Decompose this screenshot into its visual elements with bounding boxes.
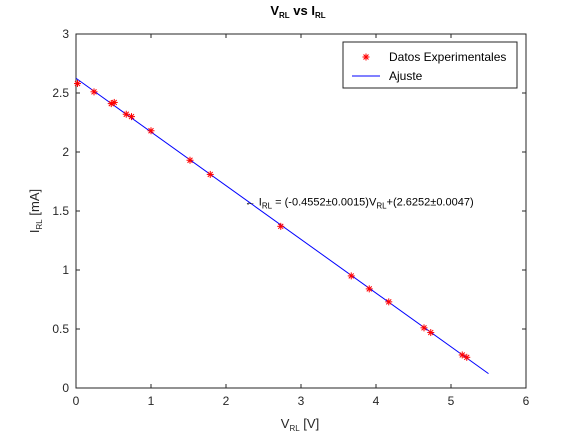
y-axis-label: IRL [mA]: [27, 189, 44, 233]
y-tick-label: 1.5: [52, 204, 69, 218]
chart-title: VRL vs IRL: [270, 3, 325, 20]
data-point: [110, 98, 118, 106]
legend-box: [342, 41, 518, 89]
data-point: [128, 113, 135, 121]
data-point: [277, 222, 285, 230]
legend-label-fit: Ajuste: [389, 69, 423, 83]
y-tick-label: 2: [62, 145, 69, 159]
data-point: [206, 170, 214, 178]
y-tick-label: 0: [62, 381, 69, 395]
data-point: [186, 156, 194, 164]
x-tick-label: 3: [298, 394, 305, 408]
data-point: [365, 285, 373, 293]
legend-asterisk: [362, 53, 370, 61]
data-point: [427, 329, 435, 337]
fit-equation-annotation: ← IRL = (-0.4552±0.0015)VRL+(2.6252±0.00…: [245, 197, 474, 211]
x-tick-label: 6: [523, 394, 530, 408]
x-tick-label: 4: [373, 394, 380, 408]
axis-tick-labels: 0 1 2 3 4 5 6 0 0.5 1 1.5 2 2.5 3: [52, 27, 529, 408]
x-axis-label: VRL [V]: [281, 416, 319, 433]
data-point: [347, 272, 355, 280]
y-tick-label: 3: [62, 27, 69, 41]
data-point: [463, 353, 471, 361]
data-point: [122, 110, 130, 118]
data-points: [74, 80, 471, 361]
x-tick-label: 1: [148, 394, 155, 408]
y-tick-label: 1: [62, 263, 69, 277]
y-tick-label: 0.5: [52, 322, 69, 336]
x-tick-label: 2: [223, 394, 230, 408]
data-point: [385, 298, 393, 306]
axis-ticks: [75, 33, 527, 389]
data-point: [458, 351, 466, 359]
x-tick-label: 0: [73, 394, 80, 408]
y-tick-label: 2.5: [52, 86, 69, 100]
data-point: [420, 324, 428, 332]
x-tick-label: 5: [448, 394, 455, 408]
legend-asterisk-marker: [362, 53, 370, 61]
data-point: [74, 80, 81, 88]
data-point: [147, 127, 155, 135]
legend-label-data: Datos Experimentales: [389, 50, 506, 64]
data-point: [90, 88, 98, 96]
legend: Datos Experimentales Ajuste: [342, 41, 518, 89]
